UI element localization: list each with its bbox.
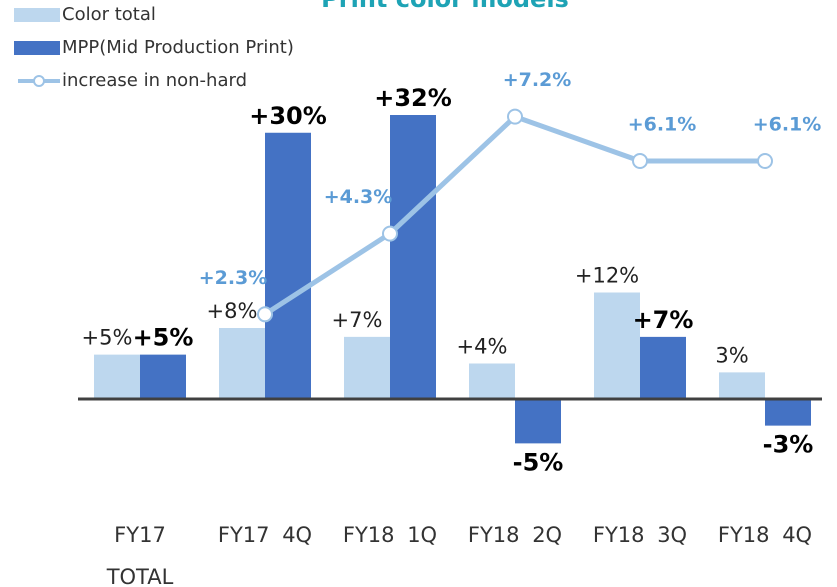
bar (594, 292, 640, 399)
data-label: +12% (575, 264, 639, 288)
legend-marker (33, 75, 45, 87)
line-marker (757, 152, 773, 169)
legend-swatch (14, 8, 60, 22)
legend-label: Color total (62, 4, 156, 25)
line-marker (507, 108, 523, 125)
data-label: 3% (715, 343, 748, 367)
line (263, 113, 765, 317)
legend-swatch (14, 41, 60, 55)
data-label: +5% (82, 326, 133, 350)
chart-title: Print color models (321, 0, 569, 13)
legend-label: increase in non-hard (62, 70, 247, 91)
line-label: +6.1% (753, 113, 822, 135)
line-marker (257, 306, 273, 323)
bar (344, 336, 390, 399)
bar (469, 363, 515, 399)
line-label: +2.3% (199, 267, 268, 289)
x-tick-label: FY18 1Q (342, 523, 438, 547)
bar (515, 399, 561, 444)
legend-label: MPP(Mid Production Print) (62, 37, 294, 58)
line-label: +6.1% (628, 113, 697, 135)
x-tick-label: FY18 3Q (592, 523, 688, 547)
line-marker (382, 225, 398, 242)
data-label: +7% (633, 306, 694, 334)
bar (94, 354, 140, 399)
data-label: -5% (513, 448, 564, 476)
line-label: +7.2% (503, 69, 572, 91)
data-label: +4% (457, 335, 508, 359)
data-label: -3% (763, 431, 814, 459)
bar (719, 372, 765, 399)
bar (640, 336, 686, 399)
x-tick-label: FY17 TOTAL (106, 523, 174, 587)
bar (140, 354, 186, 399)
line-label: +4.3% (324, 186, 393, 208)
data-label: +8% (207, 299, 258, 323)
bar (219, 328, 265, 399)
data-label: +7% (332, 308, 383, 332)
x-tick-label: FY18 2Q (467, 523, 563, 547)
bar (765, 399, 811, 426)
bar (390, 115, 436, 399)
data-label: +5% (133, 324, 194, 352)
data-label: +32% (374, 84, 452, 112)
bar (265, 132, 311, 399)
line-marker (632, 152, 648, 169)
x-tick-label: FY18 4Q (717, 523, 813, 547)
x-tick-label: FY17 4Q (217, 523, 313, 547)
data-label: +30% (249, 102, 327, 130)
